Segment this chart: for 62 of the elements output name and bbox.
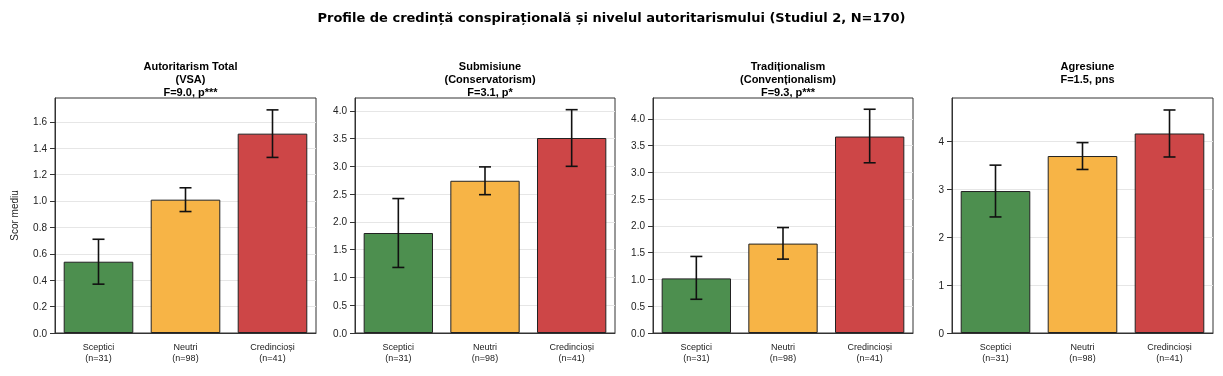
bar [363,233,433,333]
bar [960,191,1031,333]
y-tick-label: 1.0 [631,273,646,285]
y-tick-label: 1.2 [33,169,48,181]
x-tick-label: Credincioși (n=41) [1147,341,1192,363]
y-tick-label: 0.8 [33,221,48,233]
bar [537,138,607,333]
y-tick-label: 3.0 [631,166,646,178]
bar [63,261,134,333]
chart-title: Autoritarism Total (VSA) F=9.0, p*** [143,59,238,98]
y-tick-label: 0.6 [33,248,48,260]
y-tick-label: 4.0 [631,113,646,125]
bar [237,133,308,333]
y-tick-label: 1 [938,279,945,291]
y-tick-label: 0.4 [33,274,48,286]
y-tick-label: 2 [938,231,945,243]
y-tick-label: 2.0 [631,220,646,232]
y-tick-label: 3.5 [333,133,348,145]
y-tick-label: 1.5 [333,244,348,256]
x-tick-label: Credincioși (n=41) [549,341,594,363]
bar [450,180,520,333]
x-tick-label: Credincioși (n=41) [847,341,892,363]
bar [1047,156,1118,333]
bar [1134,133,1205,333]
y-tick-label: 3.0 [333,160,348,172]
x-tick-label: Neutri (n=98) [172,341,199,363]
y-tick-label: 0.5 [631,300,646,312]
bar [835,136,905,333]
text: Profile de credință conspirațională și nivelul autoritarismului (Studiul 2, N=170) [316,10,907,25]
y-tick-label: 2.5 [631,193,646,205]
y-tick-label: 2.5 [333,188,348,200]
x-tick-label: Neutri (n=98) [471,341,499,363]
x-tick-label: Sceptici (n=31) [680,341,713,363]
y-tick-label: 1.6 [33,116,48,128]
y-tick-label: 0.2 [33,301,48,313]
bar [748,243,818,333]
x-tick-label: Neutri (n=98) [1069,341,1096,363]
chart-title: Tradiționalism (Convenționalism) F=9.3, p*** [740,59,837,98]
bar [661,278,731,333]
y-tick-label: 4.0 [333,105,348,117]
x-tick-label: Sceptici (n=31) [382,341,415,363]
y-tick-label: 0.0 [333,327,348,339]
y-tick-label: 0.0 [33,327,48,339]
x-tick-label: Neutri (n=98) [769,341,797,363]
y-tick-label: 1.5 [631,247,646,259]
y-tick-label: 0 [938,327,945,339]
y-tick-label: 0.0 [631,327,646,339]
y-tick-label: 3.5 [631,140,646,152]
y-tick-label: 1.0 [33,195,48,207]
x-tick-label: Sceptici (n=31) [82,341,115,363]
x-tick-label: Credincioși (n=41) [250,341,295,363]
y-tick-label: 1.0 [333,271,348,283]
bar [150,199,221,333]
x-tick-label: Sceptici (n=31) [979,341,1012,363]
y-tick-label: 2.0 [333,216,348,228]
y-tick-label: 0.5 [333,299,348,311]
chart-title: Submisiune (Conservatorism) F=3.1, p* [444,59,536,98]
chart-title: Agresiune F=1.5, pns [1060,59,1115,85]
y-tick-label: 1.4 [33,142,48,154]
y-tick-label: 4 [938,135,945,147]
y-axis-title: Scor mediu [8,190,20,241]
y-tick-label: 3 [938,183,945,195]
